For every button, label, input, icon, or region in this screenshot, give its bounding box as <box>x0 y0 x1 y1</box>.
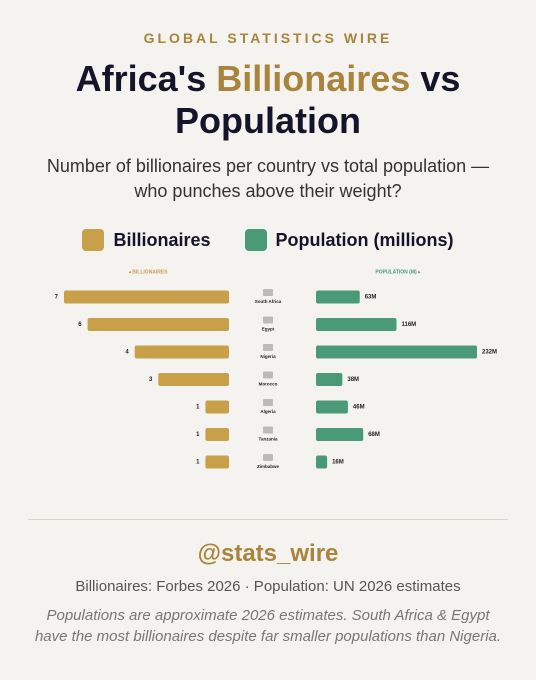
value-label: 3 <box>149 377 153 383</box>
value-label: 38M <box>347 377 359 383</box>
source: Billionaires: Forbes 2026 · Population: … <box>75 578 461 595</box>
bar <box>316 373 343 386</box>
flag <box>263 371 273 379</box>
title-part: Africa's <box>75 58 207 99</box>
legend-item: Billionaires <box>82 229 211 251</box>
title-part: vs Population <box>175 58 461 141</box>
kicker: GLOBAL STATISTICS WIRE <box>143 30 393 46</box>
flag <box>263 316 273 324</box>
flag <box>263 454 273 461</box>
legend-swatch <box>82 229 105 251</box>
bar <box>64 290 229 304</box>
bar <box>205 400 229 414</box>
flag <box>263 426 273 434</box>
subtitle: Number of billionaires per country vs to… <box>46 156 490 201</box>
value-label: 63M <box>365 295 377 301</box>
value-label: 46M <box>353 405 365 411</box>
value-label: 68M <box>368 432 380 438</box>
value-label: 16M <box>332 460 344 466</box>
category-label: Egypt <box>262 327 275 332</box>
handle: @stats_wire <box>197 540 339 567</box>
bar <box>134 345 229 359</box>
bar <box>205 455 229 469</box>
category-label: Tanzania <box>259 437 278 442</box>
chart-title: Africa's Billionaires vs Population <box>40 58 496 142</box>
bar <box>316 455 328 469</box>
bar <box>316 400 348 414</box>
bar <box>316 318 397 331</box>
category-label: Zimbabwe <box>257 464 280 469</box>
bar <box>316 428 364 441</box>
legend-item: Population (millions) <box>244 229 454 251</box>
category-label: Nigeria <box>260 354 276 359</box>
value-label: 1 <box>196 432 200 438</box>
flag <box>263 344 273 351</box>
bar <box>205 428 229 441</box>
divider <box>28 519 508 520</box>
chart: ◂ BILLIONAIRES POPULATION (M) ▸ South Af… <box>55 269 497 469</box>
bar <box>87 318 229 331</box>
title-highlight: Billionaires <box>216 58 411 99</box>
category-label: South Africa <box>255 299 282 304</box>
legend-swatch <box>244 229 267 251</box>
legend-label: Population (millions) <box>275 229 454 250</box>
legend-label: Billionaires <box>113 229 211 250</box>
flag <box>263 289 273 296</box>
value-label: 116M <box>402 322 417 328</box>
value-label: 1 <box>196 405 200 411</box>
flag <box>263 399 273 406</box>
axis-label: ◂ BILLIONAIRES <box>128 269 168 275</box>
value-label: 6 <box>78 322 82 328</box>
value-label: 1 <box>196 460 200 466</box>
bar <box>316 290 360 304</box>
category-label: Algeria <box>260 409 276 414</box>
value-label: 232M <box>482 350 497 356</box>
bar <box>316 345 477 359</box>
value-label: 7 <box>55 295 59 301</box>
category-label: Morocco <box>259 382 278 387</box>
bar <box>158 373 229 386</box>
axis-label: POPULATION (M) ▸ <box>375 269 421 275</box>
note: Populations are approximate 2026 estimat… <box>34 607 502 645</box>
value-label: 4 <box>125 350 129 356</box>
legend: Billionaires Population (millions) <box>0 229 536 251</box>
